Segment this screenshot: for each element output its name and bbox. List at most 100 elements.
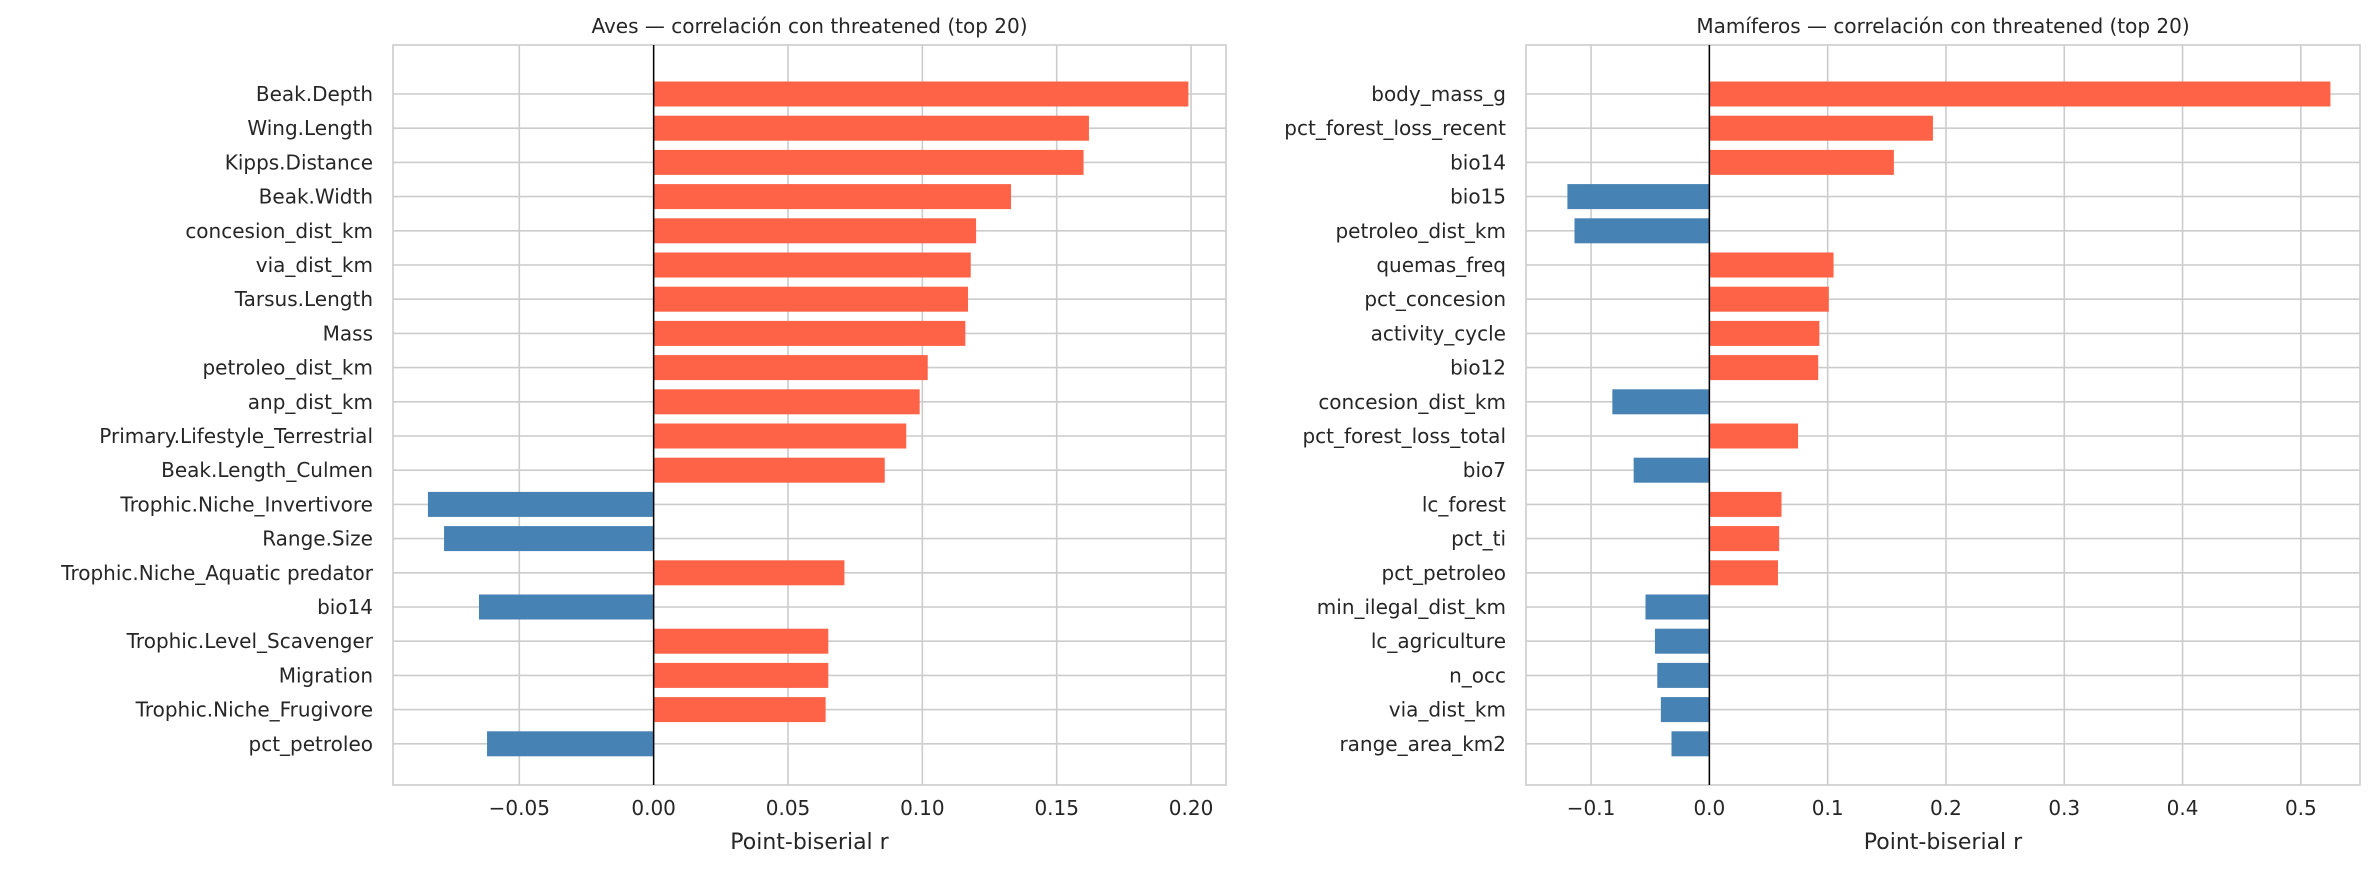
- bar: [1709, 149, 1894, 175]
- bar: [1645, 594, 1710, 620]
- bar: [478, 594, 654, 620]
- x-axis-label: Point-biserial r: [1864, 830, 2023, 855]
- y-tick-label: pct_forest_loss_recent: [1284, 116, 1506, 140]
- y-tick-label: pct_ti: [1451, 527, 1506, 551]
- x-axis-label: Point-biserial r: [730, 830, 889, 855]
- plot-area: [1525, 44, 2361, 786]
- bar: [1574, 218, 1710, 244]
- y-tick-label: petroleo_dist_km: [202, 356, 373, 380]
- x-tick-label: 0.05: [766, 796, 811, 820]
- bar: [427, 491, 654, 517]
- bar: [444, 526, 654, 552]
- bar: [653, 149, 1084, 175]
- y-tick-label: Trophic.Niche_Frugivore: [135, 698, 373, 722]
- y-tick-label: Mass: [323, 321, 373, 345]
- bar: [1709, 252, 1834, 278]
- bar: [1567, 184, 1710, 210]
- bar: [653, 184, 1012, 210]
- x-tick-label: −0.05: [489, 796, 550, 820]
- bar: [653, 286, 969, 312]
- x-tick-label: 0.2: [1930, 796, 1962, 820]
- y-tick-label: bio15: [1450, 185, 1506, 209]
- bar: [1709, 526, 1780, 552]
- x-tick-label: 0.4: [2167, 796, 2199, 820]
- x-tick-label: −0.1: [1567, 796, 1616, 820]
- bar: [653, 697, 826, 723]
- y-tick-label: Beak.Length_Culmen: [161, 458, 373, 482]
- bar: [1612, 389, 1710, 415]
- bar: [653, 355, 928, 381]
- y-tick-label: bio14: [1450, 150, 1506, 174]
- bar: [1633, 457, 1710, 483]
- x-tick-label: 0.20: [1169, 796, 1214, 820]
- y-tick-label: Kipps.Distance: [225, 150, 373, 174]
- y-tick-label: Wing.Length: [247, 116, 373, 140]
- bar: [1709, 491, 1782, 517]
- y-tick-label: pct_petroleo: [1382, 561, 1507, 585]
- x-tick-label: 0.10: [900, 796, 945, 820]
- bar: [653, 115, 1089, 141]
- x-tick-label: 0.0: [1693, 796, 1725, 820]
- y-tick-label: Beak.Depth: [256, 82, 373, 106]
- y-tick-label: via_dist_km: [1389, 698, 1506, 722]
- y-tick-label: Migration: [279, 663, 373, 687]
- x-tick-label: 0.1: [1812, 796, 1844, 820]
- bar: [1709, 81, 2331, 107]
- bar: [653, 560, 845, 586]
- bar: [653, 628, 829, 654]
- bar: [653, 662, 829, 688]
- bar: [653, 423, 907, 449]
- y-tick-label: Trophic.Niche_Invertivore: [119, 492, 373, 516]
- y-tick-label: anp_dist_km: [248, 390, 373, 414]
- x-tick-label: 0.00: [631, 796, 676, 820]
- y-tick-label: quemas_freq: [1376, 253, 1506, 277]
- y-tick-label: bio7: [1463, 458, 1506, 482]
- bar: [1654, 628, 1710, 654]
- bar: [653, 252, 971, 278]
- y-tick-label: concesion_dist_km: [1318, 390, 1506, 414]
- y-tick-label: petroleo_dist_km: [1335, 219, 1506, 243]
- y-tick-label: activity_cycle: [1371, 321, 1506, 345]
- bar: [487, 731, 654, 757]
- y-tick-label: pct_forest_loss_total: [1302, 424, 1506, 448]
- y-tick-label: Beak.Width: [259, 185, 373, 209]
- y-tick-label: Tarsus.Length: [234, 287, 373, 311]
- bar: [1709, 320, 1820, 346]
- y-tick-label: n_occ: [1449, 663, 1506, 687]
- y-tick-label: Range.Size: [262, 527, 373, 551]
- mamiferos-chart: −0.1 0.0 0.1 0.2 0.3 0.4 0.5 body_mass_g pct_for…: [1284, 14, 2361, 855]
- bar: [653, 457, 885, 483]
- y-tick-label: min_ilegal_dist_km: [1317, 595, 1506, 619]
- y-tick-label: body_mass_g: [1371, 82, 1506, 106]
- y-tick-label: Primary.Lifestyle_Terrestrial: [99, 424, 373, 448]
- y-tick-label: pct_concesion: [1364, 287, 1506, 311]
- bar: [1657, 662, 1710, 688]
- y-tick-label: lc_agriculture: [1371, 629, 1506, 653]
- bar: [653, 218, 977, 244]
- bar: [653, 320, 966, 346]
- x-tick-label: 0.3: [2048, 796, 2080, 820]
- y-tick-label: Trophic.Niche_Aquatic predator: [60, 561, 374, 585]
- y-tick-label: bio12: [1450, 356, 1506, 380]
- bar: [1709, 355, 1819, 381]
- bar: [1709, 286, 1829, 312]
- y-tick-label: via_dist_km: [256, 253, 373, 277]
- x-tick-label: 0.5: [2285, 796, 2317, 820]
- y-tick-label: concesion_dist_km: [185, 219, 373, 243]
- bar: [1709, 560, 1778, 586]
- bar: [1660, 697, 1710, 723]
- y-tick-label: lc_forest: [1422, 492, 1506, 516]
- y-tick-label: pct_petroleo: [249, 732, 374, 756]
- bar: [653, 81, 1189, 107]
- y-tick-label: Trophic.Level_Scavenger: [126, 629, 374, 653]
- chart-title: Aves — correlación con threatened (top 2…: [591, 14, 1027, 38]
- aves-chart: −0.05 0.00 0.05 0.10 0.15 0.20 Beak.Depth Wing.…: [60, 14, 1227, 855]
- y-tick-label: range_area_km2: [1339, 732, 1506, 756]
- chart-title: Mamíferos — correlación con threatened (…: [1696, 14, 2189, 38]
- bar: [1709, 115, 1933, 141]
- bar: [1709, 423, 1799, 449]
- x-tick-label: 0.15: [1034, 796, 1079, 820]
- bar: [653, 389, 920, 415]
- bar: [1671, 731, 1710, 757]
